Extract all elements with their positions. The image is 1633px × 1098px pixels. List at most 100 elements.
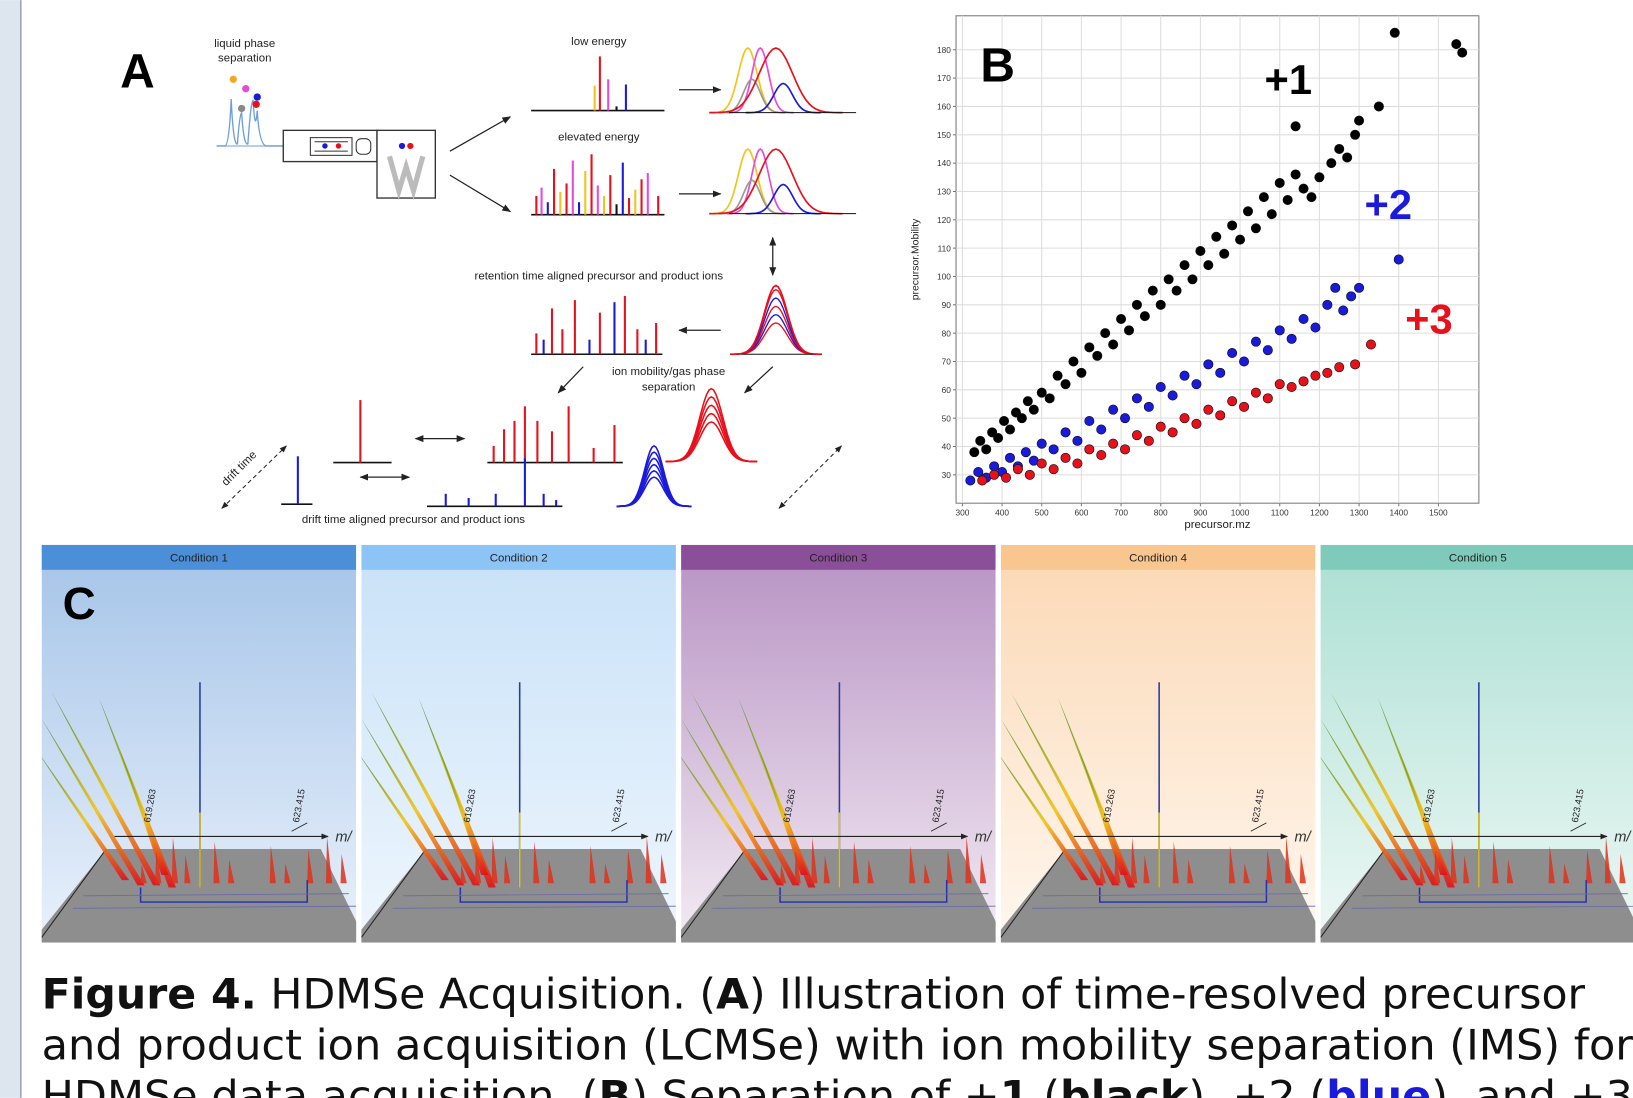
scatter-point [1354,115,1365,126]
small-spike [1131,837,1138,884]
scatter-point [1060,379,1071,390]
scatter-point [1191,418,1202,429]
chromatogram [216,99,284,147]
scatter-point [1052,370,1063,381]
panel-label: B [980,39,1015,92]
peak-spike [1058,697,1136,888]
caption: Figure 4. HDMSe Acquisition. (A) Illustr… [42,969,1633,1098]
panel-label: A [120,46,155,99]
scatter-point [1143,435,1154,446]
y-tick-label: 60 [942,385,952,395]
side-strip [0,0,21,1098]
scatter-point [993,433,1004,443]
small-spike [980,854,987,884]
elution-profile [726,47,794,114]
scatter-point [981,444,992,455]
peak-spike [361,718,465,886]
scatter-point [1250,223,1261,234]
scatter-point [1005,452,1016,463]
small-spike [1285,836,1292,884]
floor-grid [72,905,357,909]
panel-header [1320,544,1633,570]
x-tick-label: 1500 [1429,508,1448,518]
y-tick-label: 130 [937,187,951,197]
scatter-point [1191,379,1202,390]
scatter-point [1092,350,1103,361]
scatter-point [1310,322,1321,333]
ion [335,143,342,149]
condition-panel: Condition 4m/619.263 623.415 [1000,544,1316,943]
y-tick-label: 170 [937,73,951,83]
floor-grid [392,905,676,909]
panel-title: Condition 4 [1129,552,1188,564]
small-spike [1506,859,1514,884]
scatter-point [969,447,980,458]
y-tick-label: 40 [942,442,952,452]
scatter-point [1286,381,1297,392]
panel-b: 300 400 500 600 700 800 900 1000 1100 1200 1300 140… [911,15,1480,531]
small-spike [1463,855,1470,884]
scatter-point [1155,421,1166,432]
scatter-point [1143,401,1154,412]
caption-run: blue [1326,1071,1431,1098]
scatter-point [1028,404,1039,415]
y-tick-label: 70 [942,357,952,367]
floor-grid [403,893,669,897]
scatter-point [1215,367,1226,378]
x-tick-label: 1400 [1389,508,1408,518]
y-tick-label: 30 [942,470,952,480]
scatter-point [1187,274,1198,285]
y-tick-label: 180 [937,45,951,55]
x-tick-label: 400 [995,508,1009,518]
scatter-point [1022,396,1033,407]
scatter-point [1108,404,1119,415]
scatter-point [1274,177,1285,188]
scatter-point [973,467,984,478]
small-spike [1266,849,1273,884]
small-spike [171,837,179,884]
scatter-point [1048,444,1059,455]
caption-run: and product ion acquisition (LCMSe) with… [42,1020,1633,1069]
scatter-point [1167,427,1178,438]
small-spike [867,859,874,884]
analyte-dot [253,93,261,101]
axis-label: m/ [655,830,673,846]
label: separation [642,382,695,394]
x-tick-label: 700 [1114,508,1128,518]
scatter-point [1330,282,1341,293]
scatter-point [1155,381,1166,392]
label-leader [930,822,947,832]
small-spike [1434,851,1441,884]
caption-run: ), and +3 [1431,1071,1633,1098]
peak-spike [41,718,145,886]
caption-run: B [599,1071,632,1098]
floor-grid [1032,905,1316,909]
caption-run: A [716,969,750,1018]
y-tick-label: 150 [937,130,951,140]
scatter-point [1001,472,1012,483]
elution-profile [665,421,758,463]
floor-grid [1042,893,1309,897]
scatter-point [1084,415,1095,426]
label-leader [291,822,308,832]
caption-run: ), +2 ( [1188,1071,1326,1098]
scatter-point [1266,209,1277,220]
scatter-point [1274,379,1285,390]
small-spike [1172,841,1179,884]
scatter-point [1310,370,1321,381]
small-spike [325,836,333,884]
ion [322,143,328,149]
scatter-point [1282,194,1293,205]
arrow [449,174,512,213]
drift-frame [1099,880,1268,903]
scatter-point [1167,390,1178,401]
scatter-point [1020,447,1031,458]
panel-title: Condition 2 [490,552,548,564]
scatter-point [989,461,1000,472]
scatter-point [1203,260,1214,271]
scatter-point [1342,152,1353,163]
scatter-point [1016,413,1027,424]
elution-profile [730,322,822,355]
x-tick-label: 900 [1193,508,1207,518]
